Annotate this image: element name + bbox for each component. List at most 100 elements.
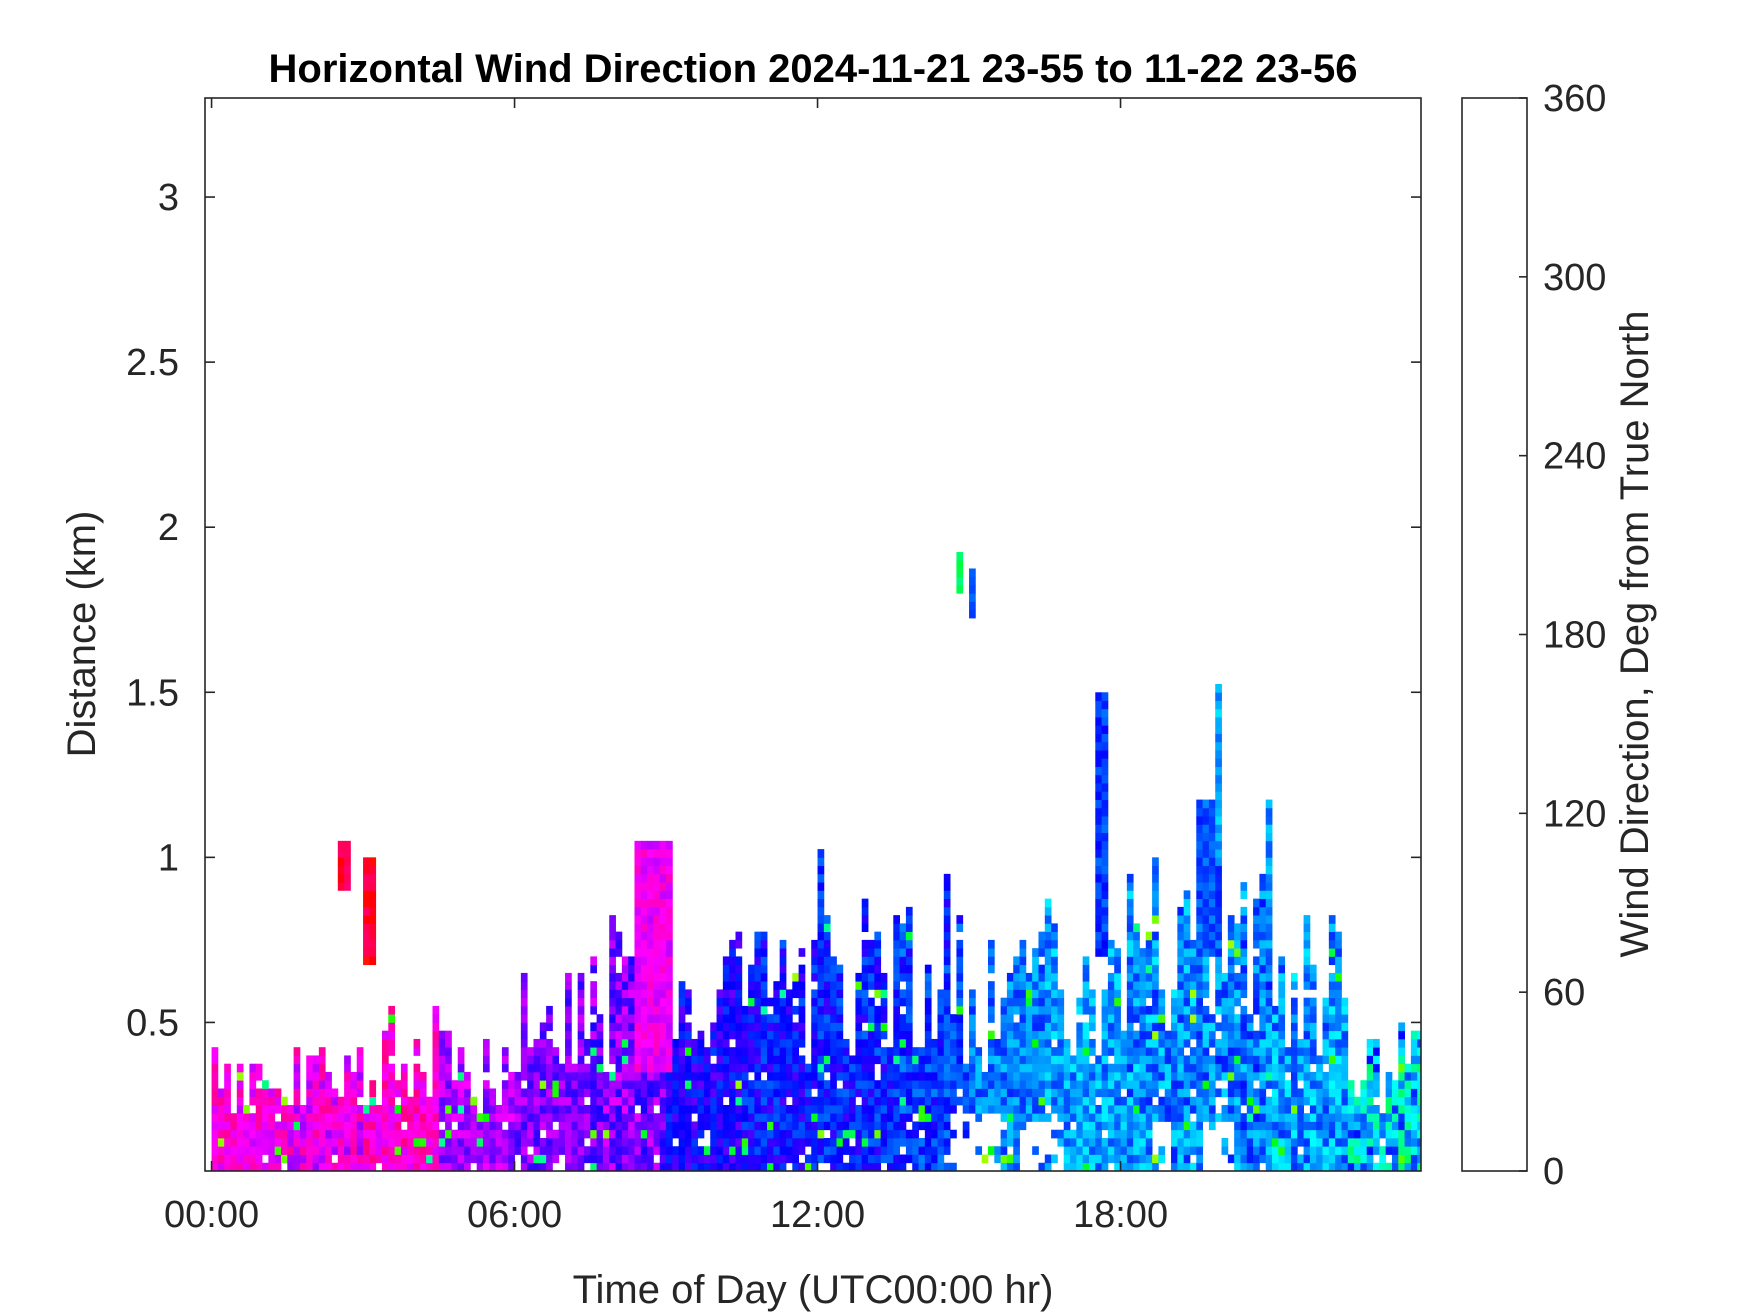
heatmap-cell: [1044, 1038, 1052, 1048]
heatmap-cell: [1152, 898, 1159, 908]
heatmap-cell: [640, 1030, 648, 1040]
heatmap-cell: [1259, 1129, 1267, 1139]
heatmap-cell: [243, 1121, 250, 1131]
heatmap-cell: [924, 989, 932, 999]
heatmap-cell: [1114, 964, 1121, 974]
heatmap-cell: [1006, 1005, 1014, 1015]
heatmap-cell: [1126, 956, 1134, 966]
heatmap-cell: [697, 1146, 705, 1155]
heatmap-cell: [1290, 972, 1298, 982]
heatmap-cell: [1202, 948, 1210, 957]
heatmap-cell: [615, 1005, 623, 1015]
heatmap-cell: [1044, 915, 1052, 924]
heatmap-cell: [842, 1038, 850, 1048]
heatmap-cell: [779, 939, 787, 949]
heatmap-cell: [1196, 807, 1203, 817]
heatmap-cell: [804, 1096, 812, 1106]
heatmap-cell: [722, 964, 730, 974]
heatmap-cell: [950, 1047, 957, 1056]
heatmap-cell: [1234, 948, 1241, 957]
heatmap-cell: [590, 1005, 598, 1015]
heatmap-cell: [684, 1030, 692, 1040]
heatmap-cell: [546, 1121, 553, 1131]
heatmap-cell: [1196, 1014, 1203, 1023]
heatmap-cell: [1404, 1137, 1412, 1147]
heatmap-cell: [1088, 1129, 1096, 1139]
heatmap-cell: [659, 948, 667, 957]
heatmap-cell: [1019, 1055, 1027, 1065]
heatmap-cell: [1000, 1162, 1008, 1172]
heatmap-cell: [1107, 1113, 1115, 1122]
heatmap-cell: [514, 1121, 522, 1131]
heatmap-cell: [224, 1088, 231, 1098]
heatmap-cell: [1126, 981, 1134, 990]
heatmap-cell: [1095, 898, 1102, 908]
heatmap-cell: [1013, 1096, 1020, 1106]
heatmap-cell: [779, 997, 787, 1007]
heatmap-cell: [230, 1113, 238, 1122]
heatmap-cell: [1196, 939, 1203, 949]
heatmap-cell: [924, 1030, 932, 1040]
heatmap-cell: [893, 1071, 900, 1081]
heatmap-cell: [602, 1121, 610, 1131]
heatmap-cell: [1265, 1080, 1273, 1089]
heatmap-cell: [735, 1055, 743, 1065]
heatmap-cell: [419, 1154, 427, 1164]
heatmap-cell: [1227, 981, 1235, 990]
heatmap-cell: [956, 972, 964, 982]
heatmap-cell: [798, 1137, 806, 1147]
heatmap-cell: [817, 1047, 825, 1056]
heatmap-cell: [1202, 865, 1210, 875]
heatmap-cell: [1290, 1080, 1298, 1089]
heatmap-cell: [1404, 1071, 1412, 1081]
heatmap-cell: [1183, 1071, 1191, 1081]
heatmap-cell: [1076, 997, 1084, 1007]
heatmap-cell: [1101, 758, 1109, 767]
heatmap-cell: [817, 1038, 825, 1048]
heatmap-cell: [217, 1104, 225, 1114]
heatmap-cell: [1101, 807, 1109, 817]
heatmap-cell: [779, 948, 787, 957]
heatmap-cell: [678, 1137, 686, 1147]
heatmap-cell: [969, 1088, 976, 1098]
heatmap-cell: [583, 1071, 591, 1081]
heatmap-cell: [1328, 1121, 1336, 1131]
heatmap-cell: [249, 1129, 257, 1139]
heatmap-cell: [647, 939, 654, 949]
heatmap-cell: [1309, 972, 1317, 982]
heatmap-cell: [893, 964, 900, 974]
heatmap-cell: [969, 1014, 976, 1023]
heatmap-cell: [666, 981, 673, 990]
heatmap-cell: [634, 1154, 642, 1164]
heatmap-cell: [1120, 1121, 1128, 1131]
heatmap-cell: [1196, 890, 1203, 900]
heatmap-cell: [956, 964, 964, 974]
heatmap-cell: [1398, 1063, 1405, 1073]
heatmap-cell: [785, 1088, 793, 1098]
heatmap-cell: [1158, 1005, 1166, 1015]
heatmap-cell: [388, 1030, 396, 1040]
heatmap-cell: [811, 1154, 818, 1164]
heatmap-cell: [495, 1162, 503, 1172]
heatmap-cell: [811, 972, 818, 982]
heatmap-cell: [628, 1104, 635, 1114]
heatmap-cell: [426, 1146, 433, 1155]
heatmap-cell: [1189, 981, 1197, 990]
heatmap-cell: [489, 1121, 497, 1131]
heatmap-cell: [1082, 997, 1090, 1007]
heatmap-cell: [1316, 1088, 1323, 1098]
heatmap-cell: [792, 1005, 800, 1015]
heatmap-cell: [1366, 1129, 1374, 1139]
heatmap-cell: [937, 1038, 945, 1048]
heatmap-cell: [987, 989, 995, 999]
heatmap-cell: [836, 989, 844, 999]
heatmap-cell: [577, 1096, 585, 1106]
heatmap-cell: [1328, 956, 1336, 966]
heatmap-cell: [211, 1055, 219, 1065]
heatmap-cell: [1234, 1162, 1241, 1172]
heatmap-cell: [1152, 1030, 1159, 1040]
heatmap-cell: [886, 1113, 894, 1122]
heatmap-cell: [1082, 1030, 1090, 1040]
heatmap-cell: [306, 1146, 313, 1155]
heatmap-cell: [659, 1005, 667, 1015]
